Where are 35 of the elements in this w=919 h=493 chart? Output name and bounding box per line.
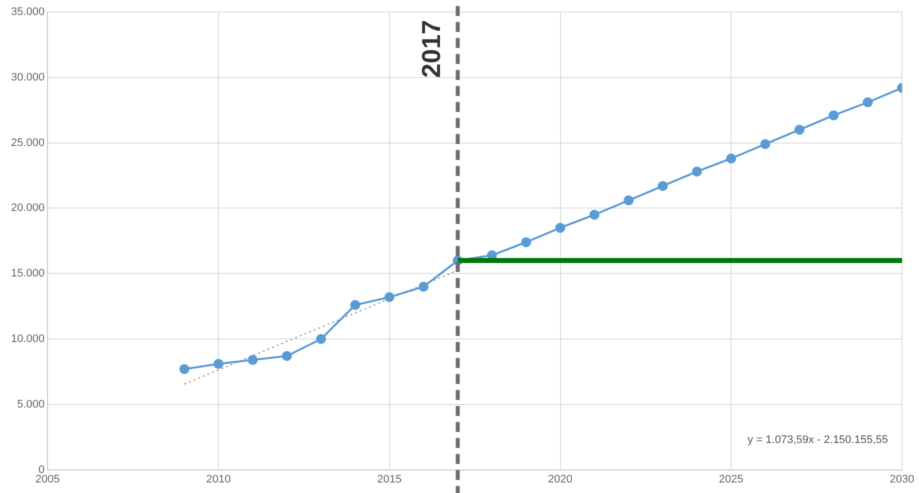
point bbox=[828, 110, 839, 120]
x-tick-label: 2030 bbox=[890, 473, 914, 486]
point bbox=[282, 351, 292, 362]
x-tick-label: 2025 bbox=[718, 473, 744, 486]
point bbox=[726, 153, 736, 164]
x-tick-label: 2010 bbox=[206, 473, 231, 486]
annotation: y = 1.073,59x - 2.150.155,55 bbox=[748, 434, 888, 446]
point bbox=[418, 282, 429, 292]
point bbox=[760, 139, 770, 150]
point bbox=[692, 166, 702, 177]
point bbox=[624, 195, 634, 206]
y-tick-label: 35.000 bbox=[10, 6, 45, 18]
y-tick-label: 20.000 bbox=[10, 202, 45, 214]
point bbox=[589, 210, 600, 220]
y-tick-label: 10.000 bbox=[10, 333, 45, 346]
point bbox=[248, 354, 258, 365]
point bbox=[794, 124, 804, 135]
point bbox=[179, 364, 190, 374]
point bbox=[862, 97, 873, 108]
point bbox=[384, 292, 394, 302]
point bbox=[214, 358, 224, 369]
x-tick-label: 2020 bbox=[548, 473, 572, 486]
point bbox=[521, 237, 532, 248]
x-tick-label: 2005 bbox=[35, 473, 60, 486]
x-tick-label: 2015 bbox=[377, 473, 402, 486]
y-tick-label: 0 bbox=[38, 464, 45, 476]
point bbox=[658, 180, 668, 191]
point bbox=[316, 334, 326, 344]
y-tick-label: 25.000 bbox=[10, 136, 45, 149]
y-tick-label: 30.000 bbox=[10, 71, 45, 84]
y-tick-label: 15.000 bbox=[10, 268, 45, 280]
point bbox=[555, 222, 566, 233]
point bbox=[350, 300, 360, 310]
y-tick-label: 5.000 bbox=[17, 398, 45, 410]
ref-line-label: 2017 bbox=[416, 20, 446, 78]
